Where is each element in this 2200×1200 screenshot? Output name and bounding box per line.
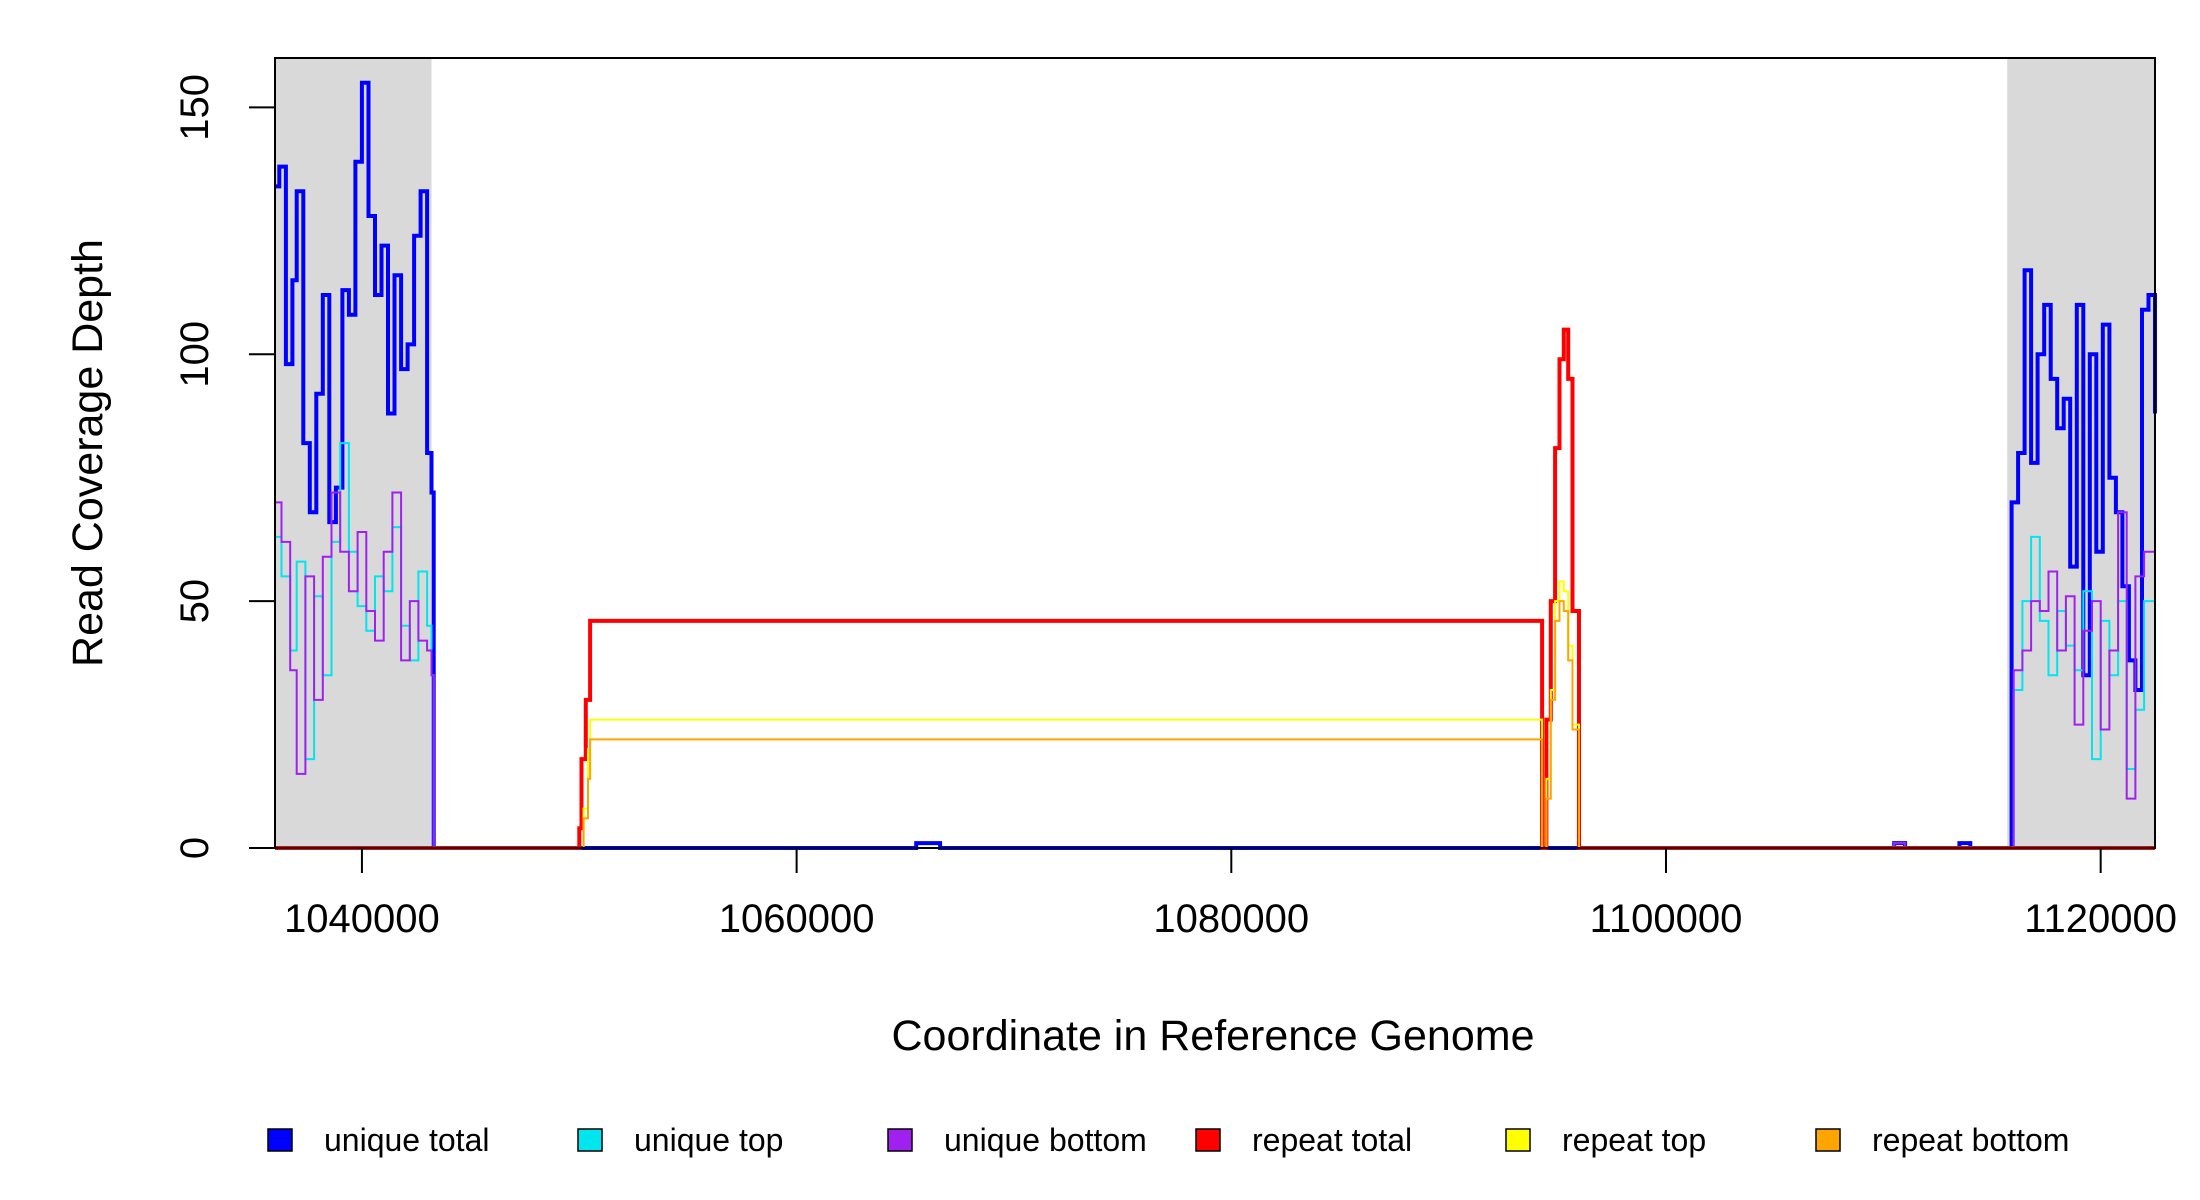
legend-label: repeat bottom <box>1872 1122 2069 1158</box>
x-axis-title: Coordinate in Reference Genome <box>892 1012 1535 1060</box>
legend-swatch <box>267 1128 293 1152</box>
legend: unique total unique top unique bottom repea… <box>267 1122 2069 1158</box>
legend-label: unique bottom <box>944 1122 1147 1158</box>
plot-frame <box>274 57 2156 849</box>
x-tick-label: 1100000 <box>1590 897 1743 941</box>
legend-label: repeat top <box>1562 1122 1706 1158</box>
x-tick-label: 1040000 <box>284 897 440 941</box>
x-tick-label: 1060000 <box>719 897 875 941</box>
legend-swatch <box>1815 1128 1841 1152</box>
legend-swatch <box>1195 1128 1221 1152</box>
x-tick-label: 1080000 <box>1153 897 1309 941</box>
shaded-regions <box>275 58 2155 848</box>
shaded-region <box>275 58 432 848</box>
legend-swatch <box>1505 1128 1531 1152</box>
y-tick-label: 0 <box>173 837 217 859</box>
series-lines <box>275 80 2157 850</box>
y-tick-label: 150 <box>173 74 217 141</box>
series-line <box>275 327 2155 850</box>
y-axis: 0 50 100 150 <box>173 74 275 859</box>
series-line <box>275 442 2156 849</box>
x-tick-label: 1120000 <box>2024 897 2177 941</box>
series-line <box>275 491 2156 849</box>
series-line <box>275 80 2157 850</box>
legend-label: unique top <box>634 1122 783 1158</box>
legend-swatch <box>577 1128 603 1152</box>
x-axis: 1040000 1060000 1080000 1100000 1120000 <box>284 847 2177 941</box>
legend-label: repeat total <box>1252 1122 1412 1158</box>
legend-label: unique total <box>324 1122 489 1158</box>
y-tick-label: 100 <box>173 321 217 388</box>
y-axis-title: Read Coverage Depth <box>64 239 112 667</box>
series-line <box>275 600 2155 849</box>
legend-swatch <box>887 1128 913 1152</box>
y-tick-label: 50 <box>173 579 217 624</box>
